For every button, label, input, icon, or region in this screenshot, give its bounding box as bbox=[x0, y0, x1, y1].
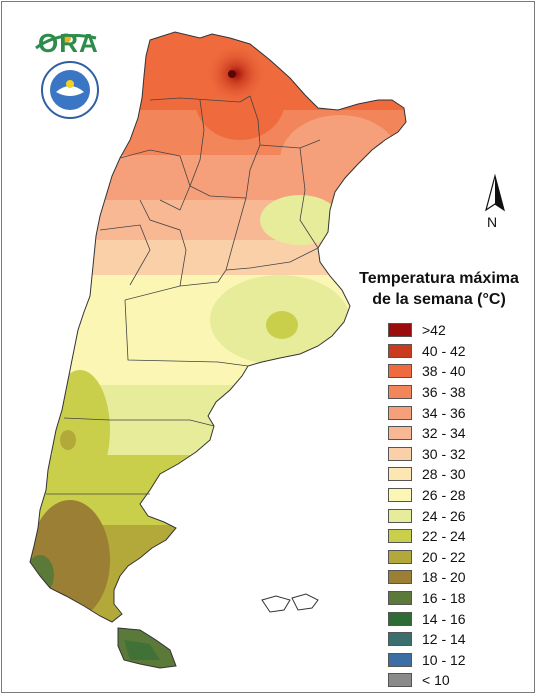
legend-item: >42 bbox=[388, 320, 532, 341]
legend-item: 30 - 32 bbox=[388, 444, 532, 465]
legend-swatch bbox=[388, 529, 412, 544]
legend-label: 32 - 34 bbox=[422, 425, 466, 442]
legend-label: 14 - 16 bbox=[422, 610, 466, 627]
legend-swatch bbox=[388, 405, 412, 420]
legend-label: 40 - 42 bbox=[422, 342, 466, 359]
legend-item: < 10 bbox=[388, 670, 532, 691]
legend-label: 36 - 38 bbox=[422, 384, 466, 401]
legend-swatch bbox=[388, 343, 412, 358]
legend-swatch bbox=[388, 446, 412, 461]
legend-item: 28 - 30 bbox=[388, 464, 532, 485]
legend-label: 38 - 40 bbox=[422, 363, 466, 380]
country-outline bbox=[29, 31, 407, 623]
legend-swatch bbox=[388, 549, 412, 564]
legend-label: 20 - 22 bbox=[422, 548, 466, 565]
legend-swatch bbox=[388, 611, 412, 626]
legend-label: 12 - 14 bbox=[422, 631, 466, 648]
legend-label: 26 - 28 bbox=[422, 487, 466, 504]
legend-swatch bbox=[388, 591, 412, 606]
legend-item: 36 - 38 bbox=[388, 382, 532, 403]
legend-swatch bbox=[388, 323, 412, 338]
legend-item: 12 - 14 bbox=[388, 629, 532, 650]
legend-item: 14 - 16 bbox=[388, 608, 532, 629]
legend-swatch bbox=[388, 467, 412, 482]
north-arrow-icon bbox=[485, 173, 505, 212]
legend-label: 10 - 12 bbox=[422, 651, 466, 668]
legend-swatch bbox=[388, 385, 412, 400]
legend-swatch bbox=[388, 364, 412, 379]
legend: Temperatura máxima de la semana (°C) >42… bbox=[346, 268, 532, 691]
legend-item: 34 - 36 bbox=[388, 402, 532, 423]
legend-swatch bbox=[388, 508, 412, 523]
legend-items: >42 40 - 42 38 - 40 36 - 38 34 - 36 32 - 34 30… bbox=[346, 320, 532, 691]
legend-swatch bbox=[388, 488, 412, 503]
ora-logo-text: ORA bbox=[38, 28, 99, 58]
legend-item: 32 - 34 bbox=[388, 423, 532, 444]
legend-item: 16 - 18 bbox=[388, 588, 532, 609]
legend-label: 30 - 32 bbox=[422, 445, 466, 462]
province-borders bbox=[46, 95, 321, 495]
legend-item: 20 - 22 bbox=[388, 547, 532, 568]
legend-title-line2: de la semana (°C) bbox=[372, 291, 506, 308]
legend-label: 34 - 36 bbox=[422, 404, 466, 421]
legend-item: 18 - 20 bbox=[388, 567, 532, 588]
ora-logo-icon bbox=[35, 33, 97, 50]
legend-title-line1: Temperatura máxima bbox=[359, 270, 519, 287]
legend-swatch bbox=[388, 426, 412, 441]
legend-item: 40 - 42 bbox=[388, 341, 532, 362]
legend-label: 24 - 26 bbox=[422, 507, 466, 524]
legend-label: 16 - 18 bbox=[422, 590, 466, 607]
tierra-del-fuego-cold bbox=[124, 640, 160, 660]
malvinas-islands bbox=[261, 593, 319, 613]
legend-swatch bbox=[388, 673, 412, 688]
legend-item: 38 - 40 bbox=[388, 361, 532, 382]
legend-item: 24 - 26 bbox=[388, 505, 532, 526]
legend-item: 26 - 28 bbox=[388, 485, 532, 506]
legend-swatch bbox=[388, 570, 412, 585]
legend-swatch bbox=[388, 652, 412, 667]
legend-swatch bbox=[388, 632, 412, 647]
legend-label: 28 - 30 bbox=[422, 466, 466, 483]
smn-seal-icon bbox=[41, 61, 99, 119]
legend-label: >42 bbox=[422, 322, 446, 339]
legend-item: 10 - 12 bbox=[388, 650, 532, 671]
legend-item: 22 - 24 bbox=[388, 526, 532, 547]
legend-label: 22 - 24 bbox=[422, 528, 466, 545]
legend-label: < 10 bbox=[422, 672, 450, 689]
north-label: N bbox=[487, 214, 498, 230]
legend-label: 18 - 20 bbox=[422, 569, 466, 586]
